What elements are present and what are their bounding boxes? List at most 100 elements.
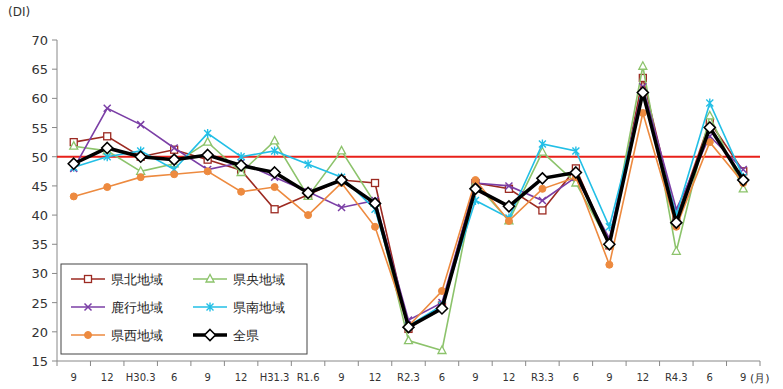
y-tick-label: 30 bbox=[31, 266, 48, 281]
y-tick-label: 50 bbox=[31, 150, 48, 165]
x-tick-label: 6 bbox=[171, 372, 177, 383]
marker bbox=[236, 160, 247, 171]
y-tick bbox=[52, 98, 57, 99]
x-tick bbox=[291, 361, 292, 366]
marker bbox=[305, 160, 312, 169]
legend-label: 鹿行地域 bbox=[111, 300, 163, 315]
marker bbox=[671, 217, 682, 228]
marker bbox=[271, 184, 278, 191]
marker bbox=[438, 346, 446, 354]
marker bbox=[104, 105, 111, 112]
legend-label: 県西地域 bbox=[111, 328, 163, 343]
legend-label: 県南地域 bbox=[233, 300, 285, 315]
legend-marker bbox=[85, 276, 92, 283]
x-tick bbox=[458, 361, 459, 366]
y-tick bbox=[52, 40, 57, 41]
legend-label: 全県 bbox=[233, 328, 259, 343]
y-tick bbox=[52, 244, 57, 245]
marker bbox=[102, 142, 113, 153]
x-tick-label: 9 bbox=[204, 372, 210, 383]
marker bbox=[305, 212, 312, 219]
x-tick-label: 12 bbox=[503, 372, 516, 383]
x-tick bbox=[760, 361, 761, 366]
marker bbox=[137, 174, 144, 181]
marker bbox=[171, 144, 178, 151]
marker bbox=[706, 99, 713, 108]
marker bbox=[135, 151, 146, 162]
marker bbox=[68, 158, 79, 169]
y-axis bbox=[57, 40, 58, 361]
y-tick-label: 25 bbox=[31, 296, 48, 311]
marker bbox=[470, 183, 481, 194]
marker bbox=[372, 223, 379, 230]
y-tick bbox=[52, 127, 57, 128]
x-tick-label: 6 bbox=[573, 372, 579, 383]
marker bbox=[505, 217, 512, 224]
x-tick bbox=[257, 361, 258, 366]
marker bbox=[372, 179, 379, 186]
x-tick-label: 9 bbox=[606, 372, 612, 383]
y-tick bbox=[52, 331, 57, 332]
marker bbox=[137, 121, 144, 128]
x-tick-label: 6 bbox=[707, 372, 713, 383]
x-tick-label: H30.3 bbox=[126, 372, 156, 383]
marker bbox=[269, 167, 280, 178]
marker bbox=[169, 154, 180, 165]
y-tick bbox=[52, 302, 57, 303]
x-tick bbox=[659, 361, 660, 366]
marker bbox=[704, 122, 715, 133]
marker bbox=[738, 175, 749, 186]
y-tick-label: 65 bbox=[31, 62, 48, 77]
y-tick bbox=[52, 273, 57, 274]
x-tick bbox=[391, 361, 392, 366]
x-tick-label: 9 bbox=[740, 372, 746, 383]
marker bbox=[338, 204, 345, 211]
marker bbox=[271, 146, 278, 155]
marker bbox=[271, 136, 279, 144]
marker bbox=[503, 201, 514, 212]
marker bbox=[204, 129, 211, 138]
marker bbox=[639, 62, 647, 69]
y-tick-label: 20 bbox=[31, 325, 48, 340]
y-tick-label: 40 bbox=[31, 208, 48, 223]
marker bbox=[204, 138, 212, 146]
marker bbox=[570, 167, 581, 178]
chart: (DI)(月)152025303540455055606570912H30.36… bbox=[0, 0, 783, 389]
legend-marker bbox=[206, 275, 214, 283]
marker bbox=[338, 146, 346, 154]
marker bbox=[405, 336, 413, 344]
marker bbox=[104, 184, 111, 191]
x-tick bbox=[324, 361, 325, 366]
x-tick bbox=[693, 361, 694, 366]
x-tick-label: 9 bbox=[338, 372, 344, 383]
marker bbox=[539, 197, 546, 204]
x-tick-label: 12 bbox=[369, 372, 382, 383]
marker bbox=[539, 139, 546, 148]
x-axis bbox=[57, 361, 760, 362]
marker bbox=[204, 168, 211, 175]
x-axis-label: (月) bbox=[750, 372, 770, 385]
marker bbox=[539, 207, 546, 214]
x-tick bbox=[492, 361, 493, 366]
legend-marker bbox=[85, 332, 92, 339]
y-tick bbox=[52, 69, 57, 70]
y-tick-label: 55 bbox=[31, 121, 48, 136]
x-tick bbox=[726, 361, 727, 366]
legend-label: 県央地域 bbox=[233, 272, 285, 287]
x-tick bbox=[592, 361, 593, 366]
x-tick-label: 12 bbox=[101, 372, 114, 383]
x-tick-label: 9 bbox=[71, 372, 77, 383]
legend-marker bbox=[85, 304, 92, 311]
y-tick bbox=[52, 215, 57, 216]
marker bbox=[70, 193, 77, 200]
marker bbox=[505, 182, 512, 189]
marker bbox=[70, 142, 78, 150]
x-tick-label: 12 bbox=[235, 372, 248, 383]
legend-box bbox=[61, 264, 307, 354]
y-tick-label: 35 bbox=[31, 237, 48, 252]
y-tick bbox=[52, 361, 57, 362]
x-tick-label: 6 bbox=[439, 372, 445, 383]
x-tick-label: R2.3 bbox=[397, 372, 420, 383]
marker bbox=[171, 171, 178, 178]
y-axis-label: (DI) bbox=[8, 5, 30, 19]
